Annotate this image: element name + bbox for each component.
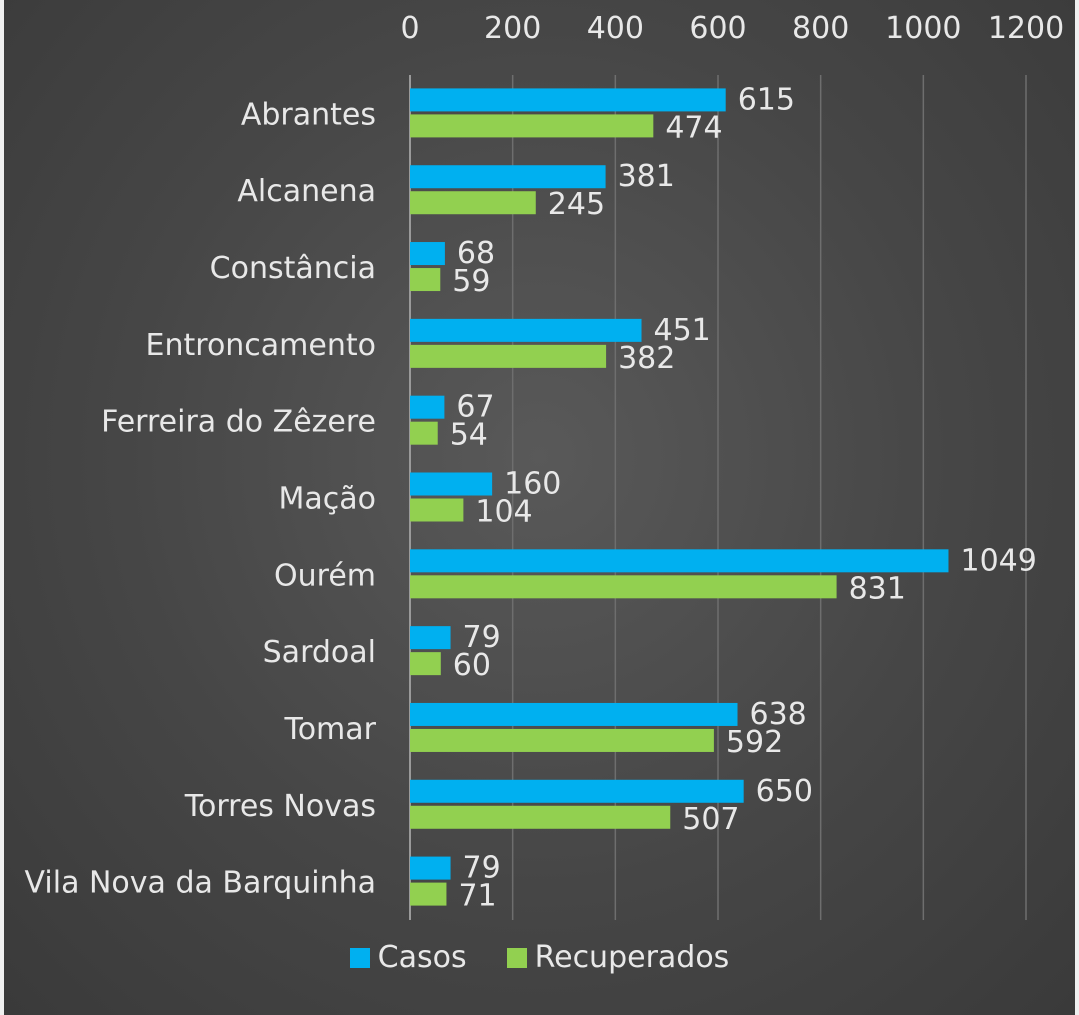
data-label-recuperados: 54 (450, 418, 488, 453)
bar-casos (410, 856, 451, 880)
category-label: Entroncamento (146, 328, 376, 363)
bar-recuperados (410, 114, 654, 138)
bar-casos (410, 242, 445, 266)
data-label-recuperados: 245 (548, 187, 605, 222)
chart-frame: 0 200 400 600 800 1000 1200 Abrantes 615 474 Alcan… (4, 0, 1075, 1015)
category-label: Abrantes (241, 97, 376, 132)
bar-casos (410, 165, 606, 189)
legend: Casos Recuperados (4, 940, 1075, 975)
category-label: Torres Novas (184, 789, 376, 824)
data-label-recuperados: 507 (682, 802, 739, 837)
bar-recuperados (410, 728, 714, 752)
bar-casos (410, 472, 493, 496)
bar-recuperados (410, 498, 464, 522)
x-tick-label: 1200 (988, 11, 1064, 46)
data-label-casos: 650 (756, 774, 813, 809)
bar-recuperados (410, 421, 438, 445)
bar-casos (410, 549, 949, 573)
bar-casos (410, 395, 445, 419)
bar-recuperados (410, 344, 607, 368)
data-label-recuperados: 59 (452, 264, 490, 299)
data-label-casos: 79 (463, 620, 501, 655)
bar-chart: 0 200 400 600 800 1000 1200 Abrantes 615 474 Alcan… (25, 11, 1064, 920)
category-label: Tomar (283, 712, 376, 747)
data-label-casos: 79 (463, 851, 501, 886)
legend-swatch-casos (349, 947, 370, 968)
legend-label-recuperados: Recuperados (534, 940, 730, 975)
data-label-casos: 1049 (960, 543, 1036, 578)
data-label-recuperados: 104 (475, 495, 532, 530)
data-label-recuperados: 382 (618, 341, 675, 376)
bar-casos (410, 318, 642, 342)
data-label-casos: 615 (738, 82, 795, 117)
data-label-casos: 381 (618, 159, 675, 194)
x-tick-label: 1000 (885, 11, 961, 46)
data-label-recuperados: 71 (458, 879, 496, 914)
category-label: Mação (279, 482, 377, 517)
data-label-casos: 638 (750, 697, 807, 732)
data-label-recuperados: 474 (665, 110, 722, 145)
legend-item-recuperados: Recuperados (506, 940, 730, 975)
x-tick-label: 200 (484, 11, 541, 46)
x-tick-label: 800 (792, 11, 849, 46)
legend-swatch-recuperados (506, 947, 527, 968)
x-tick-label: 400 (587, 11, 644, 46)
bar-recuperados (410, 882, 447, 906)
bar-recuperados (410, 805, 671, 829)
data-label-recuperados: 60 (453, 648, 491, 683)
bar-casos (410, 88, 726, 112)
bar-recuperados (410, 652, 441, 676)
data-label-recuperados: 592 (726, 725, 783, 760)
data-label-casos: 451 (654, 313, 711, 348)
data-label-casos: 68 (457, 236, 495, 271)
category-label: Sardoal (263, 635, 376, 670)
legend-label-casos: Casos (377, 940, 467, 975)
bar-casos (410, 702, 738, 726)
category-label: Ferreira do Zêzere (101, 405, 376, 440)
category-label: Constância (210, 251, 376, 286)
bar-casos (410, 626, 451, 650)
data-label-recuperados: 831 (849, 571, 906, 606)
data-label-casos: 160 (504, 467, 561, 502)
bar-recuperados (410, 191, 536, 215)
bar-recuperados (410, 575, 837, 599)
x-tick-label: 600 (689, 11, 746, 46)
category-label: Alcanena (237, 174, 376, 209)
bar-casos (410, 779, 744, 803)
bar-recuperados (410, 268, 441, 292)
category-label: Ourém (274, 558, 376, 593)
data-label-casos: 67 (456, 390, 494, 425)
x-tick-label: 0 (400, 11, 419, 46)
legend-item-casos: Casos (349, 940, 467, 975)
category-label: Vila Nova da Barquinha (25, 866, 376, 901)
